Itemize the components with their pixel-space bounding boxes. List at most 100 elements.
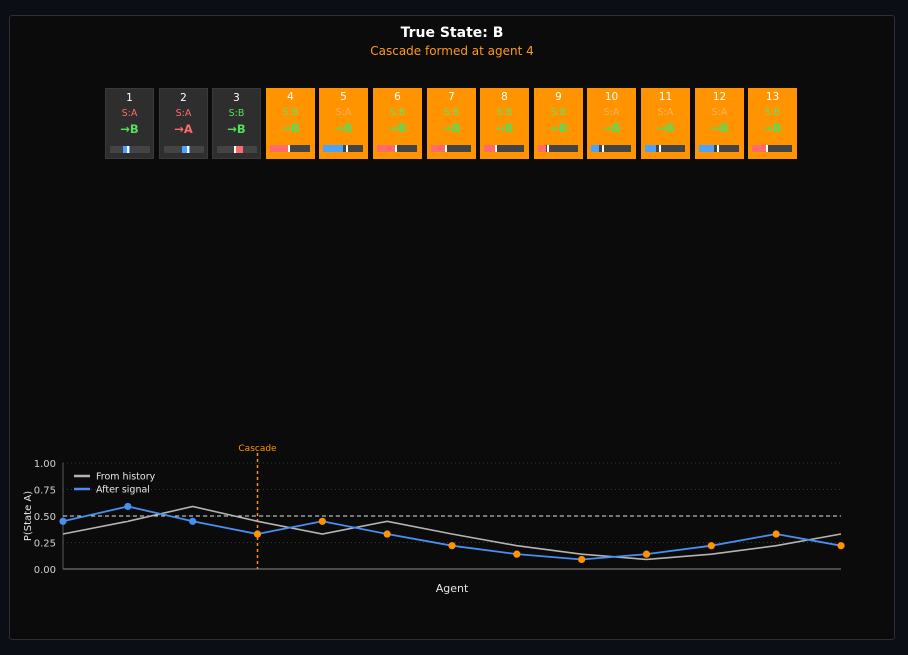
agent-action: →B xyxy=(442,121,461,135)
agent-number: 6 xyxy=(394,91,401,103)
belief-meter-marker xyxy=(444,145,447,152)
belief-meter xyxy=(645,145,685,152)
belief-meter-fill xyxy=(270,145,290,152)
agent-signal: S:B xyxy=(496,107,513,118)
agent-number: 9 xyxy=(555,91,562,103)
agent-number: 12 xyxy=(712,91,727,103)
agent-number: 2 xyxy=(180,92,187,104)
belief-meter xyxy=(699,145,739,152)
agent-signal: S:A xyxy=(657,107,674,118)
agent-number: 10 xyxy=(604,91,619,103)
agent-number: 7 xyxy=(448,91,455,103)
data-point xyxy=(772,530,780,538)
agent-number: 13 xyxy=(765,91,780,103)
agent-action: →B xyxy=(388,121,407,135)
agent-card: 1 S:A →B xyxy=(105,88,154,159)
belief-meter-marker xyxy=(127,146,129,153)
belief-meter xyxy=(752,145,792,152)
belief-meter xyxy=(217,146,257,153)
belief-meter xyxy=(431,145,471,152)
agent-signal: S:A xyxy=(335,107,352,118)
x-axis-label: Agent xyxy=(436,582,469,595)
cascade-status: Cascade formed at agent 4 xyxy=(370,44,534,58)
belief-meter-marker xyxy=(494,145,497,152)
agent-signal: S:A xyxy=(603,107,620,118)
data-point xyxy=(253,530,262,538)
belief-meter-marker xyxy=(395,145,398,152)
page-title: True State: B xyxy=(400,25,504,41)
agent-signal: S:B xyxy=(389,107,406,118)
belief-meter-fill xyxy=(484,145,495,152)
belief-meter xyxy=(270,145,310,152)
data-point xyxy=(642,550,651,558)
series-line-history xyxy=(62,505,842,561)
agent-action: →B xyxy=(495,121,514,135)
agent-signal: S:B xyxy=(228,108,245,119)
agent-number: 4 xyxy=(287,91,294,103)
belief-meter xyxy=(377,145,417,152)
data-point xyxy=(448,542,456,550)
belief-meter-fill xyxy=(182,146,190,153)
belief-meter xyxy=(164,146,204,153)
y-tick-label: 1.00 xyxy=(34,459,56,470)
agent-number: 8 xyxy=(501,91,508,103)
agent-signal: S:A xyxy=(121,108,138,119)
belief-meter-marker xyxy=(658,145,661,152)
agent-signal: S:B xyxy=(282,107,299,118)
agent-card: 12 S:A →B xyxy=(695,88,744,159)
belief-meter-fill xyxy=(323,145,343,152)
belief-meter xyxy=(538,145,578,152)
probability-chart: 0.00 0.25 0.50 0.75 1.00 Cascade From history A… xyxy=(23,444,845,595)
agent-number: 11 xyxy=(658,91,673,103)
data-point xyxy=(383,530,391,538)
agent-action: →B xyxy=(602,121,621,135)
agent-action: →B xyxy=(710,121,729,135)
belief-meter-marker xyxy=(717,145,720,152)
agent-card: 10 S:A →B xyxy=(587,88,636,159)
agent-action: →B xyxy=(281,121,300,135)
belief-meter-fill xyxy=(235,146,243,153)
agent-signal: S:A xyxy=(175,108,192,119)
data-point xyxy=(578,555,586,564)
y-tick-label: 0.25 xyxy=(34,539,56,550)
agent-card: 5 S:A →B xyxy=(319,88,368,159)
agent-card: 8 S:B →B xyxy=(480,88,529,159)
agent-action: →B xyxy=(549,121,568,135)
agent-action: →B xyxy=(763,121,782,135)
agent-signal: S:A xyxy=(711,107,728,118)
agent-card: 13 S:B →B xyxy=(748,88,797,159)
data-point xyxy=(124,502,132,511)
legend-label: From history xyxy=(96,472,156,483)
belief-meter-marker xyxy=(346,145,348,152)
agent-signal: S:B xyxy=(764,107,781,118)
main-panel: True State: B Cascade formed at agent 4 … xyxy=(9,15,895,640)
belief-meter xyxy=(484,145,524,152)
belief-meter-fill xyxy=(591,145,599,152)
belief-meter xyxy=(591,145,631,152)
belief-meter xyxy=(110,146,150,153)
agent-card: 7 S:B →B xyxy=(427,88,476,159)
agent-number: 5 xyxy=(340,91,347,103)
belief-meter-marker xyxy=(186,146,189,153)
agent-card: 2 S:A →A xyxy=(159,88,208,159)
data-point xyxy=(837,542,845,550)
y-tick-label: 0.75 xyxy=(34,486,56,497)
agent-signal: S:B xyxy=(443,107,460,118)
data-point xyxy=(513,550,521,558)
legend-label: After signal xyxy=(96,485,150,496)
belief-meter-marker xyxy=(765,145,768,152)
belief-meter-fill xyxy=(645,145,656,152)
belief-meter-fill xyxy=(123,146,130,153)
agent-number: 3 xyxy=(233,92,240,104)
agent-number: 1 xyxy=(126,92,133,104)
belief-meter-fill xyxy=(377,145,397,152)
series-line-after-signal xyxy=(62,505,842,561)
y-tick-label: 0.50 xyxy=(34,512,56,523)
cascade-marker-label: Cascade xyxy=(238,444,277,454)
agent-card: 6 S:B →B xyxy=(373,88,422,159)
belief-meter-marker xyxy=(546,145,549,152)
agent-card: 9 S:B →B xyxy=(534,88,583,159)
agent-card: 3 S:B →B xyxy=(212,88,261,159)
agent-action: →B xyxy=(334,121,353,135)
belief-meter xyxy=(323,145,363,152)
